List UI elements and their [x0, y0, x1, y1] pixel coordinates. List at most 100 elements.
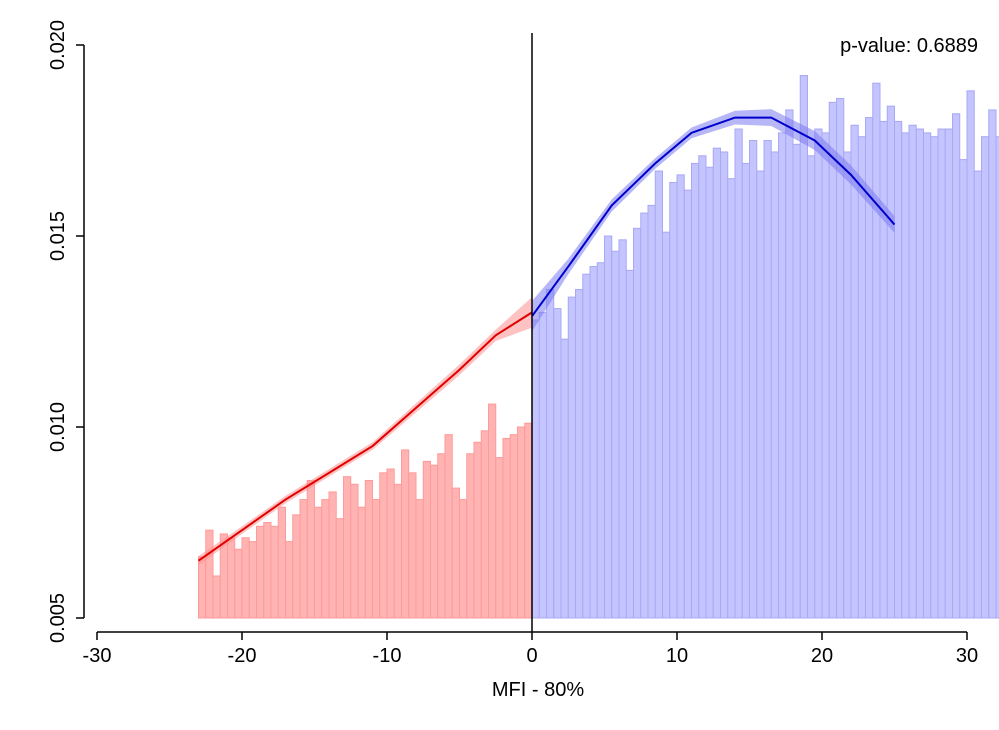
right-bar	[611, 250, 620, 619]
right-bar	[683, 189, 692, 619]
right-bar	[720, 151, 729, 619]
right-bar	[691, 162, 700, 619]
y-tick-label: 0.010	[47, 402, 69, 452]
right-bar	[546, 288, 555, 619]
x-tick-label: 0	[526, 645, 537, 667]
right-bar	[560, 338, 569, 619]
right-bar	[640, 212, 649, 619]
right-bar	[807, 155, 816, 619]
right-bar	[698, 155, 707, 619]
left-bar	[451, 487, 460, 619]
right-bar	[872, 82, 881, 619]
left-bar	[401, 449, 410, 619]
right-bar	[596, 262, 605, 619]
left-bar	[350, 483, 359, 619]
right-bar	[770, 151, 779, 619]
left-bar	[517, 426, 526, 619]
left-bar	[509, 434, 518, 619]
right-bar	[712, 147, 721, 619]
left-bar	[386, 468, 395, 619]
y-tick-label: 0.005	[47, 593, 69, 643]
right-bar	[531, 319, 540, 619]
right-bar	[959, 159, 968, 619]
left-bar	[263, 522, 272, 619]
right-bar	[952, 113, 961, 619]
right-bar	[778, 132, 787, 619]
y-axis-ticks: 0.005 0.010 0.015 0.020	[47, 20, 84, 643]
left-bar	[379, 472, 388, 619]
x-tick-label: 30	[956, 645, 978, 667]
right-bar	[792, 143, 801, 619]
right-bar	[821, 132, 830, 619]
right-fit-line	[531, 116, 896, 317]
left-bar	[321, 499, 330, 619]
left-bar	[495, 457, 504, 619]
left-bar	[227, 537, 236, 619]
right-bar	[923, 132, 932, 619]
left-bar	[480, 430, 489, 619]
left-bar	[299, 499, 308, 619]
right-bar	[582, 273, 591, 619]
right-bar	[705, 166, 714, 619]
y-tick-label: 0.020	[47, 20, 69, 70]
right-bar	[966, 90, 975, 619]
left-bar	[372, 499, 381, 619]
right-bar	[756, 170, 765, 619]
right-bar	[981, 136, 990, 619]
x-axis-ticks: -30 -20 -10 0 10 20 30	[83, 632, 978, 667]
right-bar	[538, 311, 547, 619]
left-bar	[393, 483, 402, 619]
right-histogram	[531, 75, 999, 619]
right-bar	[589, 266, 598, 619]
left-bar	[502, 437, 511, 619]
axes: -30 -20 -10 0 10 20 30 0.005 0.010 0.015 0.020	[47, 20, 978, 667]
left-bar	[488, 403, 497, 619]
right-bar	[567, 296, 576, 619]
right-bar	[604, 235, 613, 619]
left-bar	[422, 460, 431, 619]
right-bar	[828, 101, 837, 619]
left-bar	[314, 506, 323, 619]
left-bar	[415, 499, 424, 619]
right-bar	[988, 109, 997, 619]
x-tick-label: -30	[83, 645, 112, 667]
right-bar	[894, 120, 903, 619]
left-bar	[270, 525, 279, 619]
right-bar	[647, 204, 656, 619]
x-tick-label: -10	[373, 645, 402, 667]
left-bar	[430, 464, 439, 619]
right-bar	[930, 136, 939, 619]
x-axis-title: MFI - 80%	[492, 679, 584, 701]
left-bar	[343, 476, 352, 619]
left-bar	[459, 499, 468, 619]
right-bar	[901, 132, 910, 619]
right-bar	[937, 128, 946, 619]
right-bar	[763, 140, 772, 619]
right-bar	[995, 136, 999, 619]
left-bar	[256, 525, 265, 619]
left-bar	[198, 556, 207, 619]
left-bar	[328, 491, 337, 619]
right-bar	[814, 128, 823, 619]
left-bar	[444, 434, 453, 619]
right-bar	[553, 308, 562, 619]
right-bar	[741, 162, 750, 619]
right-bar	[618, 239, 627, 619]
left-bar	[466, 453, 475, 619]
fitted-lines	[197, 109, 896, 566]
right-bar	[633, 227, 642, 619]
right-bar	[843, 151, 852, 619]
right-bar	[857, 136, 866, 619]
right-bar	[879, 120, 888, 619]
left-bar	[357, 506, 366, 619]
left-bar	[524, 422, 533, 619]
x-tick-label: 10	[666, 645, 688, 667]
right-bar	[973, 170, 982, 619]
right-bar	[676, 174, 685, 619]
right-bar	[654, 170, 663, 619]
right-bar	[908, 124, 917, 619]
left-bar	[335, 518, 344, 619]
right-bar	[944, 128, 953, 619]
right-bar	[850, 124, 859, 619]
